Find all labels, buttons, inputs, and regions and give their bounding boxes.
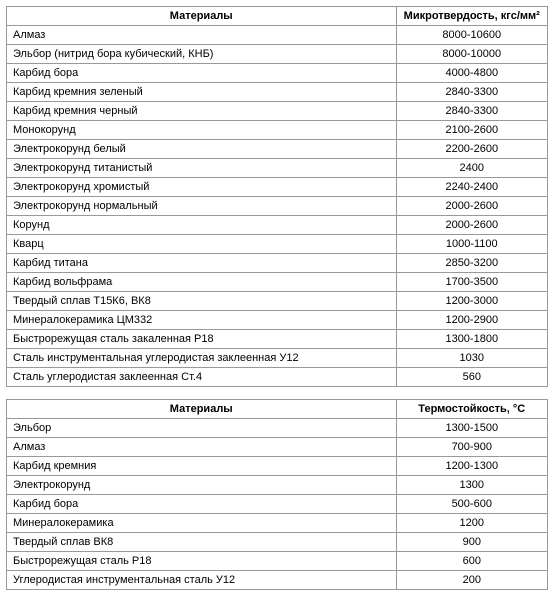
table-row: Твердый сплав ВК8900	[7, 533, 548, 552]
value-cell: 600	[396, 552, 547, 571]
table-row: Карбид титана2850-3200	[7, 254, 548, 273]
value-cell: 1300	[396, 476, 547, 495]
value-cell: 8000-10000	[396, 45, 547, 64]
value-cell: 200	[396, 571, 547, 590]
value-cell: 2840-3300	[396, 102, 547, 121]
table-row: Быстрорежущая сталь Р18600	[7, 552, 548, 571]
material-cell: Карбид кремния	[7, 457, 397, 476]
table-header-row: Материалы Термостойкость, °С	[7, 400, 548, 419]
table-row: Эльбор1300-1500	[7, 419, 548, 438]
value-cell: 2850-3200	[396, 254, 547, 273]
material-cell: Минералокерамика	[7, 514, 397, 533]
column-header-hardness: Микротвердость, кгс/мм²	[396, 7, 547, 26]
table-row: Твердый сплав Т15К6, ВК81200-3000	[7, 292, 548, 311]
table-row: Электрокорунд титанистый2400	[7, 159, 548, 178]
value-cell: 1030	[396, 349, 547, 368]
material-cell: Твердый сплав Т15К6, ВК8	[7, 292, 397, 311]
material-cell: Быстрорежущая сталь закаленная Р18	[7, 330, 397, 349]
material-cell: Карбид бора	[7, 64, 397, 83]
material-cell: Монокорунд	[7, 121, 397, 140]
material-cell: Эльбор (нитрид бора кубический, КНБ)	[7, 45, 397, 64]
value-cell: 2100-2600	[396, 121, 547, 140]
table-row: Сталь углеродистая заклеенная Ст.4560	[7, 368, 548, 387]
material-cell: Электрокорунд хромистый	[7, 178, 397, 197]
value-cell: 1300-1500	[396, 419, 547, 438]
table-row: Карбид кремния зеленый2840-3300	[7, 83, 548, 102]
material-cell: Карбид кремния зеленый	[7, 83, 397, 102]
material-cell: Быстрорежущая сталь Р18	[7, 552, 397, 571]
table-row: Электрокорунд белый2200-2600	[7, 140, 548, 159]
table-row: Карбид бора4000-4800	[7, 64, 548, 83]
column-header-materials: Материалы	[7, 400, 397, 419]
hardness-table: Материалы Микротвердость, кгс/мм² Алмаз8…	[6, 6, 548, 387]
value-cell: 2000-2600	[396, 216, 547, 235]
table-row: Минералокерамика ЦМ3321200-2900	[7, 311, 548, 330]
table-row: Эльбор (нитрид бора кубический, КНБ)8000…	[7, 45, 548, 64]
material-cell: Минералокерамика ЦМ332	[7, 311, 397, 330]
material-cell: Сталь углеродистая заклеенная Ст.4	[7, 368, 397, 387]
table-row: Корунд2000-2600	[7, 216, 548, 235]
value-cell: 1700-3500	[396, 273, 547, 292]
value-cell: 4000-4800	[396, 64, 547, 83]
material-cell: Карбид кремния черный	[7, 102, 397, 121]
column-header-heat: Термостойкость, °С	[396, 400, 547, 419]
table-row: Кварц1000-1100	[7, 235, 548, 254]
material-cell: Сталь инструментальная углеродистая закл…	[7, 349, 397, 368]
material-cell: Электрокорунд нормальный	[7, 197, 397, 216]
value-cell: 1200-2900	[396, 311, 547, 330]
table-row: Алмаз700-900	[7, 438, 548, 457]
value-cell: 900	[396, 533, 547, 552]
material-cell: Карбид титана	[7, 254, 397, 273]
value-cell: 2840-3300	[396, 83, 547, 102]
value-cell: 700-900	[396, 438, 547, 457]
table-row: Сталь инструментальная углеродистая закл…	[7, 349, 548, 368]
table-row: Карбид вольфрама1700-3500	[7, 273, 548, 292]
table-row: Карбид кремния черный2840-3300	[7, 102, 548, 121]
material-cell: Электрокорунд титанистый	[7, 159, 397, 178]
table-row: Электрокорунд нормальный2000-2600	[7, 197, 548, 216]
table-row: Карбид бора500-600	[7, 495, 548, 514]
value-cell: 2400	[396, 159, 547, 178]
material-cell: Электрокорунд	[7, 476, 397, 495]
heat-resistance-table: Материалы Термостойкость, °С Эльбор1300-…	[6, 399, 548, 590]
value-cell: 1000-1100	[396, 235, 547, 254]
material-cell: Углеродистая инструментальная сталь У12	[7, 571, 397, 590]
value-cell: 1200	[396, 514, 547, 533]
material-cell: Корунд	[7, 216, 397, 235]
value-cell: 2200-2600	[396, 140, 547, 159]
material-cell: Твердый сплав ВК8	[7, 533, 397, 552]
value-cell: 1300-1800	[396, 330, 547, 349]
material-cell: Алмаз	[7, 26, 397, 45]
material-cell: Эльбор	[7, 419, 397, 438]
table-row: Минералокерамика1200	[7, 514, 548, 533]
table-row: Электрокорунд1300	[7, 476, 548, 495]
value-cell: 2240-2400	[396, 178, 547, 197]
material-cell: Карбид бора	[7, 495, 397, 514]
table-row: Углеродистая инструментальная сталь У122…	[7, 571, 548, 590]
value-cell: 8000-10600	[396, 26, 547, 45]
table-header-row: Материалы Микротвердость, кгс/мм²	[7, 7, 548, 26]
material-cell: Кварц	[7, 235, 397, 254]
table-row: Монокорунд2100-2600	[7, 121, 548, 140]
material-cell: Электрокорунд белый	[7, 140, 397, 159]
value-cell: 2000-2600	[396, 197, 547, 216]
value-cell: 1200-3000	[396, 292, 547, 311]
material-cell: Карбид вольфрама	[7, 273, 397, 292]
material-cell: Алмаз	[7, 438, 397, 457]
table-row: Карбид кремния1200-1300	[7, 457, 548, 476]
table-row: Алмаз8000-10600	[7, 26, 548, 45]
table-row: Электрокорунд хромистый2240-2400	[7, 178, 548, 197]
column-header-materials: Материалы	[7, 7, 397, 26]
value-cell: 1200-1300	[396, 457, 547, 476]
value-cell: 500-600	[396, 495, 547, 514]
table-row: Быстрорежущая сталь закаленная Р181300-1…	[7, 330, 548, 349]
value-cell: 560	[396, 368, 547, 387]
